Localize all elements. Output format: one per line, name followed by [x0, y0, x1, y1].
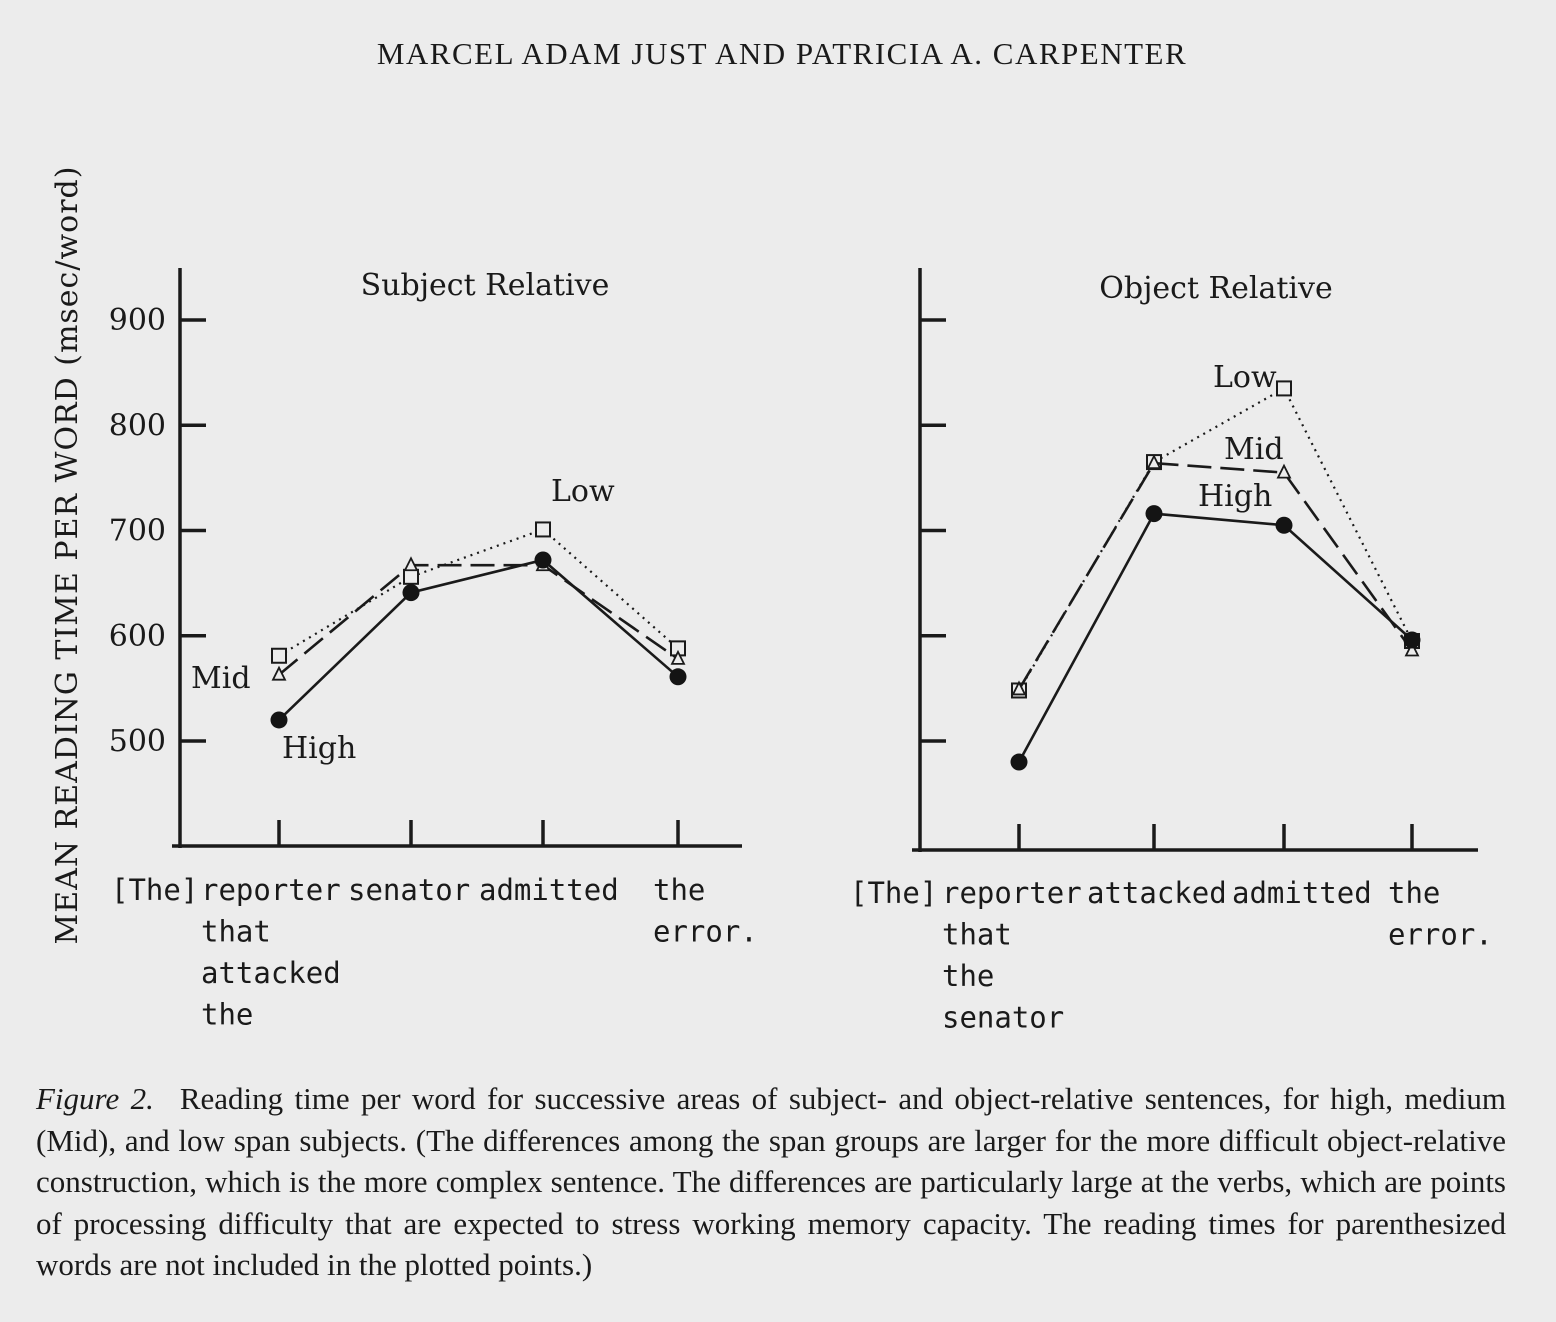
- data-point-mid: [1276, 463, 1292, 479]
- y-tick-label: 600: [109, 619, 166, 654]
- object-relative-chart: Object Relative [The] reporter that the senat…: [850, 268, 1493, 1035]
- x-category-label: that: [201, 915, 271, 949]
- data-point-high: [1403, 631, 1421, 649]
- series-line-mid: [278, 563, 679, 676]
- y-tick-label: 500: [109, 724, 166, 759]
- x-category-label: senator: [942, 1001, 1064, 1035]
- x-category-label: senator: [348, 873, 470, 907]
- caption-label: Figure 2.: [36, 1081, 154, 1116]
- data-point-mid: [1404, 641, 1420, 657]
- x-category-label: error.: [653, 915, 758, 949]
- chart-title: Object Relative: [1099, 271, 1332, 306]
- x-category-label: admitted: [479, 873, 619, 907]
- data-point-mid: [1011, 680, 1027, 696]
- x-category-label: the: [942, 959, 994, 993]
- x-category-label: admitted: [1232, 876, 1372, 910]
- data-point-high: [1145, 505, 1163, 523]
- data-point-mid: [670, 649, 686, 665]
- data-point-low: [1276, 380, 1292, 397]
- figure-caption: Figure 2. Reading time per word for succe…: [36, 1078, 1506, 1286]
- data-point-high: [402, 584, 420, 602]
- series-line-high: [1017, 512, 1413, 763]
- chart-title: Subject Relative: [361, 268, 610, 303]
- page-header: MARCEL ADAM JUST AND PATRICIA A. CARPENT…: [377, 36, 1187, 71]
- y-tick-label: 700: [109, 514, 166, 549]
- x-category-label: reporter: [942, 876, 1082, 910]
- series-label-mid: Mid: [1224, 432, 1284, 467]
- x-category-label: the: [201, 998, 253, 1032]
- series-label-low: Low: [1213, 360, 1277, 395]
- x-category-label: [The]: [111, 873, 198, 907]
- y-tick-label: 800: [109, 408, 166, 443]
- x-category-label: the: [1388, 876, 1440, 910]
- x-category-label: [The]: [850, 876, 937, 910]
- series-line-low: [278, 528, 679, 657]
- data-point-low: [535, 521, 551, 538]
- data-point-high: [669, 668, 687, 686]
- x-category-label: the: [653, 873, 705, 907]
- y-axis-label: MEAN READING TIME PER WORD (msec/word): [50, 166, 85, 945]
- data-point-low: [403, 568, 419, 585]
- data-point-high: [1010, 753, 1028, 771]
- series-label-high: High: [1198, 479, 1272, 514]
- series-label-mid: Mid: [191, 661, 251, 696]
- data-point-low: [271, 647, 287, 664]
- data-point-high: [1275, 516, 1293, 534]
- series-label-low: Low: [551, 474, 615, 509]
- x-category-label: error.: [1388, 918, 1493, 952]
- series-line-high: [278, 558, 679, 721]
- x-category-label: that: [942, 918, 1012, 952]
- series-line-low: [1018, 386, 1413, 692]
- x-category-label: attacked: [201, 956, 341, 990]
- data-point-high: [534, 551, 552, 569]
- y-tick-label: 900: [109, 303, 166, 338]
- data-point-mid: [1146, 454, 1162, 470]
- x-category-label: reporter: [201, 873, 341, 907]
- x-category-label: attacked: [1087, 876, 1227, 910]
- caption-text: Reading time per word for successive are…: [36, 1081, 1506, 1282]
- data-point-high: [270, 711, 288, 729]
- series-line-mid: [1017, 461, 1414, 691]
- data-point-mid: [271, 665, 287, 681]
- subject-relative-chart: 900 800 700 600 500 Subject Relative [The] repo…: [109, 268, 758, 1032]
- data-point-mid: [403, 556, 419, 572]
- series-label-high: High: [282, 731, 356, 766]
